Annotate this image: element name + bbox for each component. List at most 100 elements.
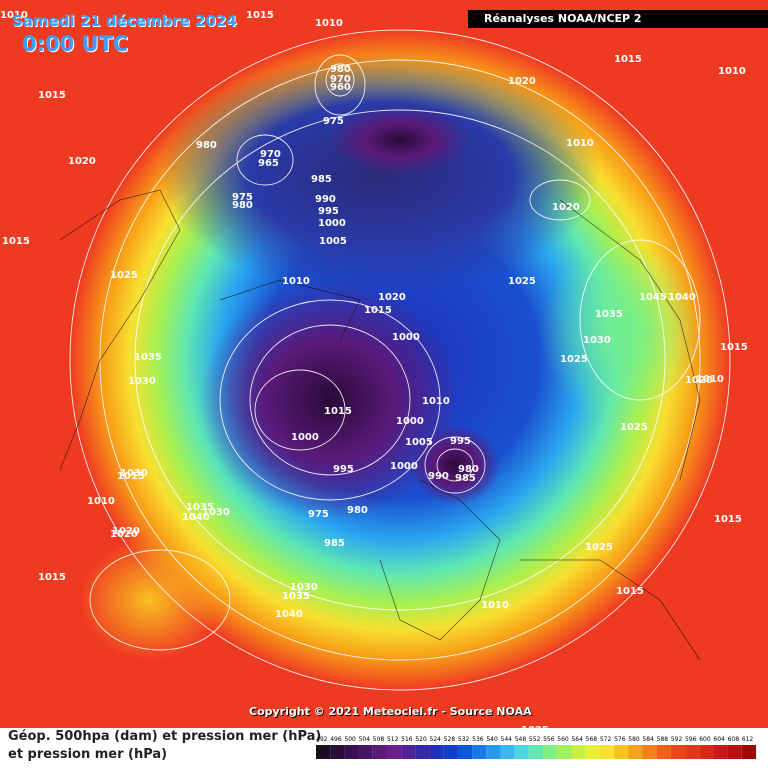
isobar-label: 1040 [182, 512, 210, 523]
isobar-label: 1000 [396, 416, 424, 427]
scale-swatch [528, 745, 544, 759]
isobar-label: 960 [330, 82, 351, 93]
scale-tick-label: 600 [699, 736, 711, 743]
scandinavian-low [410, 425, 500, 505]
isobar-label: 1025 [110, 270, 138, 281]
isobar-label: 1015 [38, 90, 66, 101]
scale-swatch [543, 745, 558, 759]
arctic-trough [160, 55, 600, 295]
isobar-label: 1015 [38, 572, 66, 583]
isobar-label: 1020 [112, 526, 140, 537]
isobar-label: 1015 [324, 406, 352, 417]
isobar-label: 1015 [614, 54, 642, 65]
color-scale: 492 496 500 504 508 512 516 520 524 528 532 536 540 5… [316, 736, 756, 759]
scale-tick-label: 592 [671, 736, 683, 743]
scale-tick-label: 512 [387, 736, 399, 743]
scale-swatch [699, 745, 714, 759]
isobar-label: 1010 [696, 374, 724, 385]
scale-swatch [585, 745, 600, 759]
isobar-label: 1020 [110, 529, 138, 540]
isobar-label: 1040 [275, 609, 303, 620]
scale-tick-label: 552 [529, 736, 541, 743]
isobar-label: 1035 [595, 309, 623, 320]
scale-tick-label: 504 [359, 736, 371, 743]
isobar-label: 1015 [720, 342, 748, 353]
isobar-label: 1030 [583, 335, 611, 346]
isobar-label: 1010 [481, 600, 509, 611]
isobar-label: 980 [232, 200, 253, 211]
scale-swatch [614, 745, 629, 759]
isobar-label: 975 [323, 116, 344, 127]
isobar-label: 980 [347, 505, 368, 516]
isobar-label: 980 [330, 64, 351, 75]
isobar-label: 985 [455, 473, 476, 484]
isobar-label: 1020 [685, 375, 713, 386]
isobar-label: 1010 [718, 66, 746, 77]
copyright-text: Copyright © 2021 Meteociel.fr - Source N… [249, 705, 532, 718]
scale-tick-label: 540 [486, 736, 498, 743]
scale-tick-label: 508 [373, 736, 385, 743]
isobar-label: 1035 [186, 502, 214, 513]
isobar-label: 1025 [508, 276, 536, 287]
isobar-label: 995 [450, 436, 471, 447]
scale-tick-label: 548 [515, 736, 527, 743]
isobar-label: 1030 [128, 376, 156, 387]
isobar-label: 1015 [2, 236, 30, 247]
isobar-label: 1030 [202, 507, 230, 518]
scale-swatch [599, 745, 615, 759]
isobar-label: 965 [258, 158, 279, 169]
scale-tick-label: 584 [642, 736, 654, 743]
scale-swatch [316, 745, 331, 759]
isobar-label: 1020 [508, 76, 536, 87]
scale-tick-label: 604 [713, 736, 725, 743]
isobar-label: 975 [232, 192, 253, 203]
scale-swatch [642, 745, 657, 759]
scale-swatch [443, 745, 458, 759]
isobar-label: 1015 [364, 305, 392, 316]
scale-tick-label: 596 [685, 736, 697, 743]
coastlines [59, 189, 701, 661]
isobar-label: 995 [318, 206, 339, 217]
scale-swatch [358, 745, 373, 759]
scale-tick-label: 572 [600, 736, 612, 743]
isobar-label: 1040 [668, 292, 696, 303]
isobar-label: 990 [315, 194, 336, 205]
scale-swatch [344, 745, 359, 759]
scale-swatch [514, 745, 529, 759]
date-label: Samedi 21 décembre 2024 [12, 12, 237, 30]
isobar-label: 1030 [120, 468, 148, 479]
scale-tick-label: 580 [628, 736, 640, 743]
scale-swatch [685, 745, 700, 759]
isobar-label: 1020 [378, 292, 406, 303]
scale-swatch [472, 745, 487, 759]
isobar-label: 1020 [68, 156, 96, 167]
siberian-ridge [540, 240, 700, 420]
scale-tick-label: 588 [657, 736, 669, 743]
scale-tick-label: 520 [415, 736, 427, 743]
scale-tick-label: 536 [472, 736, 484, 743]
scale-tick-label: 496 [330, 736, 342, 743]
scale-swatch [386, 745, 402, 759]
isobar-label: 980 [458, 464, 479, 475]
scale-tick-label: 556 [543, 736, 555, 743]
scale-tick-label: 576 [614, 736, 626, 743]
scale-swatch [656, 745, 671, 759]
scale-swatch [628, 745, 643, 759]
scale-tick-label: 544 [501, 736, 513, 743]
isobar-label: 1015 [246, 10, 274, 21]
source-badge: Réanalyses NOAA/NCEP 2 [468, 10, 768, 28]
isobar-label: 1035 [282, 591, 310, 602]
scale-tick-label: 608 [728, 736, 740, 743]
legend-title: Géop. 500hpa (dam) et pression mer (hPa) [8, 729, 322, 744]
scale-tick-label: 516 [401, 736, 413, 743]
isobar-label: 1000 [318, 218, 346, 229]
scale-swatch [500, 745, 515, 759]
scale-tick-label: 532 [458, 736, 470, 743]
scale-tick-label: 524 [430, 736, 442, 743]
isobar-label: 1000 [291, 432, 319, 443]
scale-swatch [429, 745, 444, 759]
scale-tick-label: 560 [557, 736, 569, 743]
isobar-label: 1015 [714, 514, 742, 525]
